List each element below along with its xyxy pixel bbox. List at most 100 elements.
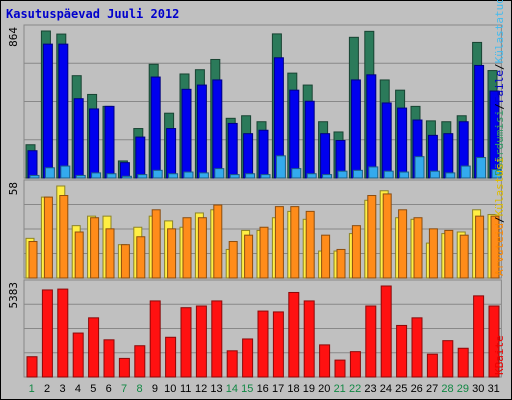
- bar-külastatud-lk: [460, 165, 471, 179]
- x-tick-label: 1: [29, 383, 35, 395]
- bar-kbaite: [88, 317, 100, 378]
- legend-entry: Pöördumisi: [493, 110, 506, 176]
- x-tick-label: 25: [395, 383, 407, 395]
- bar-külastatud-lk: [245, 173, 256, 179]
- bar-kbaite: [118, 357, 130, 378]
- x-tick-label: 2: [44, 383, 50, 395]
- bar-faile: [397, 107, 408, 179]
- panel-max-label: 5383: [7, 282, 20, 309]
- bar-kbaite: [473, 295, 485, 378]
- bar-faile: [243, 133, 254, 179]
- bar-faile: [320, 133, 331, 179]
- bar-faile: [89, 108, 100, 179]
- bar-kbaite: [226, 350, 238, 378]
- bar-kbaite: [149, 300, 161, 378]
- legend-entry: /: [493, 216, 506, 223]
- x-tick-label: 18: [287, 383, 299, 395]
- bar-arvuteid: [444, 229, 454, 279]
- x-tick-label: 23: [364, 383, 376, 395]
- bar-külastatud-lk: [75, 174, 86, 179]
- bar-kbaite: [272, 311, 284, 378]
- bar-kbaite: [396, 324, 408, 378]
- bar-faile: [196, 84, 207, 179]
- bar-külastatud-lk: [275, 155, 286, 179]
- bar-arvuteid: [182, 217, 192, 279]
- bar-külastatud-lk: [168, 173, 179, 179]
- x-tick-label: 6: [106, 383, 112, 395]
- bar-arvuteid: [290, 206, 300, 279]
- bar-faile: [135, 136, 146, 179]
- bar-arvuteid: [244, 234, 254, 279]
- bar-faile: [119, 162, 130, 179]
- x-tick-label: 7: [121, 383, 127, 395]
- bar-külastatud-lk: [322, 174, 333, 179]
- bar-külastatud-lk: [152, 169, 163, 179]
- bar-kbaite: [457, 347, 469, 378]
- bar-kbaite: [288, 291, 300, 378]
- bar-kbaite: [380, 285, 392, 378]
- bar-arvuteid: [428, 228, 438, 279]
- bar-faile: [350, 79, 361, 179]
- x-tick-label: 19: [303, 383, 315, 395]
- bar-arvuteid: [367, 195, 377, 279]
- bar-faile: [443, 133, 454, 179]
- bar-arvuteid: [228, 241, 238, 279]
- bar-arvuteid: [105, 228, 115, 279]
- bar-arvuteid: [321, 234, 331, 279]
- bar-külastatud-lk: [183, 171, 194, 179]
- bar-kbaite: [26, 356, 38, 378]
- bar-külastatud-lk: [429, 170, 440, 179]
- bar-külastatud-lk: [445, 172, 456, 179]
- bar-külastatud-lk: [29, 174, 40, 179]
- chart-title: Kasutuspäevad Juuli 2012: [6, 7, 179, 21]
- bar-arvuteid: [459, 234, 469, 279]
- bar-külastatud-lk: [368, 166, 379, 179]
- legend-entry: KBaite: [493, 335, 506, 375]
- bar-faile: [381, 102, 392, 179]
- panel-legend: Arvuteid/Külastusi: [493, 157, 506, 276]
- bar-arvuteid: [413, 217, 423, 279]
- x-tick-label: 3: [59, 383, 65, 395]
- x-tick-label: 26: [411, 383, 423, 395]
- bar-kbaite: [349, 351, 361, 378]
- bar-kbaite: [365, 305, 377, 378]
- bar-faile: [366, 74, 377, 179]
- bar-kbaite: [319, 344, 331, 378]
- bar-kbaite: [488, 305, 500, 378]
- bar-arvuteid: [259, 226, 269, 279]
- bar-arvuteid: [382, 193, 392, 279]
- x-tick-label: 8: [136, 383, 142, 395]
- bar-külastatud-lk: [491, 168, 502, 179]
- bar-kbaite: [242, 338, 254, 378]
- x-tick-label: 9: [152, 383, 158, 395]
- bar-arvuteid: [74, 231, 84, 279]
- bar-arvuteid: [197, 217, 207, 279]
- bar-kbaite: [165, 336, 177, 378]
- x-tick-label: 17: [272, 383, 284, 395]
- bar-arvuteid: [151, 209, 161, 279]
- panel-max-label: 58: [7, 182, 20, 195]
- bar-faile: [227, 122, 238, 179]
- bar-külastatud-lk: [383, 170, 394, 179]
- x-tick-label: 5: [90, 383, 96, 395]
- bar-kbaite: [426, 353, 438, 378]
- bar-arvuteid: [336, 248, 346, 279]
- bar-faile: [181, 88, 192, 179]
- bar-kbaite: [72, 332, 84, 378]
- x-tick-label: 29: [457, 383, 469, 395]
- x-tick-label: 31: [488, 383, 500, 395]
- bar-arvuteid: [398, 209, 408, 279]
- bar-arvuteid: [490, 215, 500, 279]
- bar-arvuteid: [59, 195, 69, 279]
- bar-kbaite: [103, 339, 115, 378]
- bar-külastatud-lk: [306, 173, 317, 179]
- bar-arvuteid: [274, 206, 284, 279]
- bar-arvuteid: [43, 196, 53, 279]
- bar-arvuteid: [28, 241, 38, 279]
- x-tick-label: 4: [75, 383, 81, 395]
- bar-külastatud-lk: [476, 157, 487, 179]
- bar-külastatud-lk: [106, 173, 117, 179]
- x-tick-label: 12: [195, 383, 207, 395]
